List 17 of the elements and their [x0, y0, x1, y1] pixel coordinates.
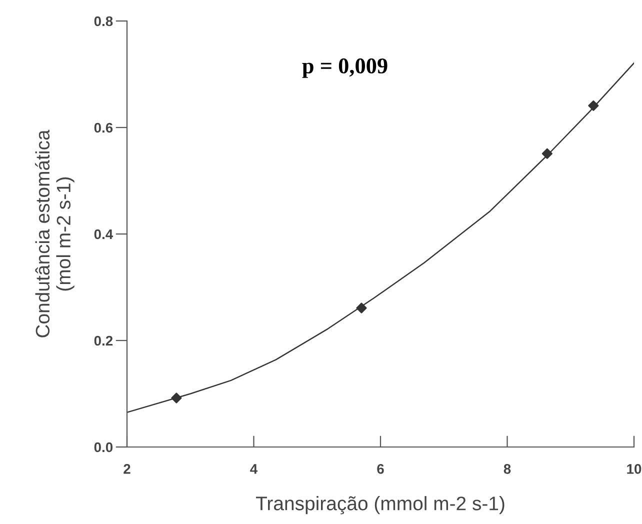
y-tick-label: 0.0 — [94, 442, 113, 452]
annotation: p = 0,009 — [302, 58, 388, 78]
y-tick-label: 0.4 — [94, 229, 114, 240]
point — [171, 392, 182, 404]
point — [588, 100, 599, 111]
point — [542, 148, 552, 159]
x-tick-label: 2 — [124, 464, 130, 474]
x-tick-label: 6 — [377, 464, 384, 474]
x-axis-title: Transpiração (mmol m-2 s-1) — [256, 496, 504, 514]
y-tick-label: 0.6 — [94, 122, 113, 133]
y-axis-title: Condutância estomática (mol m-2 s-1) — [35, 130, 74, 338]
x-tick-label: 4 — [250, 464, 258, 474]
x-tick-label: 8 — [504, 464, 511, 474]
y-tick-label: 0.8 — [94, 16, 113, 26]
y-tick-label: 0.2 — [94, 336, 113, 346]
point — [356, 302, 367, 314]
x-tick-label: 10 — [627, 464, 642, 474]
